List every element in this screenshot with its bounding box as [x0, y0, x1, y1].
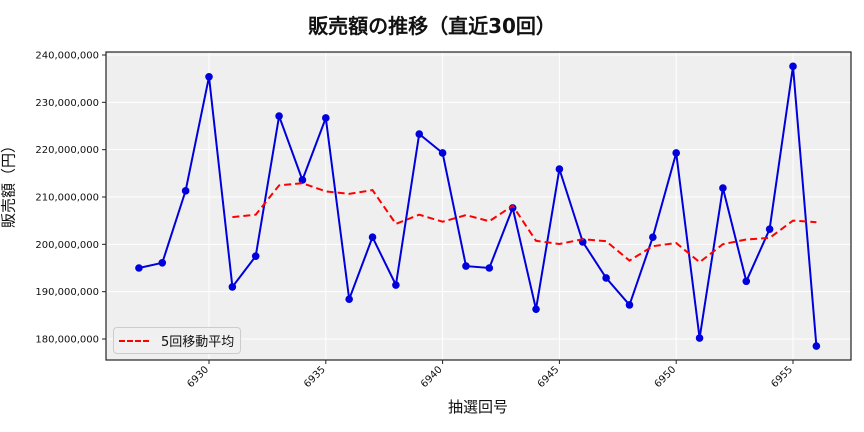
x-tick-label: 6930	[185, 364, 211, 390]
data-point-marker	[532, 305, 540, 313]
y-tick-label: 230,000,000	[35, 98, 99, 109]
x-tick-label: 6945	[536, 364, 562, 390]
y-tick-label: 240,000,000	[35, 51, 99, 62]
y-tick-label: 220,000,000	[35, 145, 99, 156]
data-point-marker	[322, 114, 330, 122]
plot-frame	[105, 51, 852, 361]
plot-area	[106, 52, 851, 360]
legend: 5回移動平均	[113, 327, 241, 354]
x-axis-label: 抽選回号	[448, 398, 509, 416]
chart-title: 販売額の推移（直近30回）	[308, 14, 556, 38]
data-point-marker	[602, 274, 610, 282]
data-point-marker	[415, 130, 424, 138]
x-tick-label: 6935	[302, 364, 328, 390]
y-tick-label: 200,000,000	[35, 240, 99, 251]
y-tick-label: 190,000,000	[35, 287, 99, 298]
x-tick-label: 6950	[653, 364, 679, 390]
data-point-marker	[275, 112, 283, 120]
data-point-marker	[228, 283, 237, 291]
y-tick-label: 210,000,000	[35, 193, 99, 204]
data-point-marker	[765, 225, 774, 233]
data-point-marker	[438, 149, 447, 157]
data-point-marker	[392, 281, 400, 289]
data-point-marker	[555, 165, 564, 173]
data-point-marker	[672, 149, 680, 157]
data-point-marker	[625, 301, 634, 309]
legend-dashed-line-icon	[119, 339, 149, 342]
data-point-marker	[181, 187, 190, 195]
moving-average-line	[232, 182, 817, 264]
data-point-marker	[135, 264, 143, 272]
y-tick-label: 180,000,000	[35, 335, 99, 346]
data-point-marker	[742, 277, 751, 286]
data-point-marker	[345, 295, 353, 304]
data-point-marker	[789, 62, 797, 71]
data-point-marker	[719, 184, 727, 192]
data-point-marker	[205, 72, 213, 81]
data-point-marker	[368, 233, 377, 242]
data-point-marker	[649, 233, 657, 242]
data-point-marker	[462, 262, 470, 270]
x-tick-label: 6940	[419, 364, 445, 390]
data-point-marker	[158, 258, 167, 267]
data-point-marker	[812, 342, 821, 350]
data-point-marker	[695, 334, 704, 342]
legend-label: 5回移動平均	[161, 335, 235, 350]
data-point-marker	[251, 252, 260, 260]
data-point-marker	[298, 176, 307, 184]
x-tick-label: 6955	[769, 364, 795, 390]
sales-line	[138, 66, 818, 347]
data-point-marker	[485, 264, 494, 272]
